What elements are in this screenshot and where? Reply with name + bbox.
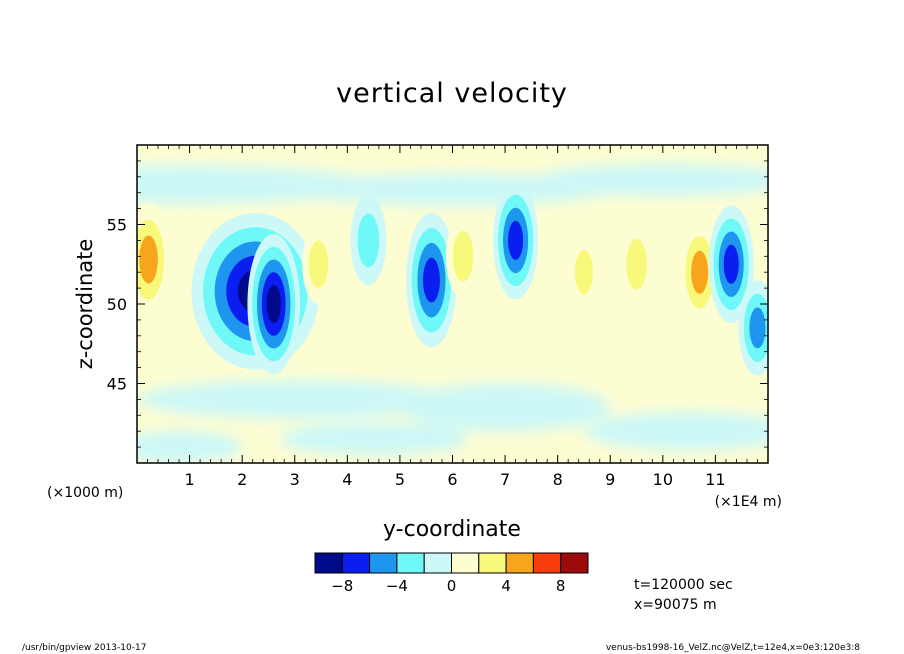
time-annotation: t=120000 sec	[634, 577, 733, 593]
field-band	[531, 164, 768, 196]
x-tick-label: 4	[342, 470, 352, 489]
colorbar-tick-label: 0	[447, 577, 457, 595]
y-tick-label: 55	[107, 216, 127, 235]
x-tick-label: 1	[184, 470, 194, 489]
x-tick-label: 8	[553, 470, 563, 489]
y-tick-label: 50	[107, 295, 127, 314]
field-feature	[738, 280, 768, 376]
field-band	[399, 383, 611, 432]
x-tick-label: 5	[395, 470, 405, 489]
colorbar-swatch	[423, 552, 453, 574]
colorbar: −8 −4 0 4 8	[314, 552, 589, 595]
colorbar-tick-label: −8	[331, 577, 353, 595]
colorbar-swatch	[478, 552, 507, 574]
x-unit-right: (×1E4 m)	[715, 494, 782, 510]
colorbar-swatch	[396, 552, 425, 574]
colorbar-swatch	[314, 552, 343, 574]
field-band	[278, 423, 469, 456]
field-band	[137, 431, 243, 463]
x-unit-left: (×1000 m)	[47, 485, 123, 501]
x-tick-label: 6	[447, 470, 457, 489]
field-band	[583, 412, 768, 451]
field-shading	[137, 164, 768, 463]
x-tick-label: 2	[237, 470, 247, 489]
field-feature	[619, 222, 654, 307]
position-annotation: x=90075 m	[634, 597, 717, 613]
field-feature	[679, 221, 720, 323]
x-tick-label: 7	[500, 470, 510, 489]
field-band	[137, 380, 453, 419]
x-axis-label: y-coordinate	[383, 517, 521, 542]
colorbar-tick-label: 4	[501, 577, 511, 595]
contour-field	[137, 164, 768, 463]
x-tick-label: 3	[290, 470, 300, 489]
field-feature	[568, 235, 600, 309]
field-feature	[302, 224, 335, 304]
y-tick-label: 45	[107, 375, 127, 394]
chart-title: vertical velocity	[336, 78, 568, 109]
x-tick-label: 10	[653, 470, 673, 489]
y-axis-label: z-coordinate	[73, 239, 97, 370]
footer-source: venus-bs1998-16_VelZ.nc@VelZ,t=12e4,x=0e…	[606, 643, 860, 653]
field-feature	[406, 212, 457, 348]
colorbar-tick-label: 8	[556, 577, 566, 595]
x-tick-label: 11	[705, 470, 725, 489]
field-feature	[350, 195, 387, 286]
footer-command: /usr/bin/gpview 2013-10-17	[22, 643, 146, 653]
colorbar-swatch	[369, 552, 398, 574]
x-tick-label: 9	[605, 470, 615, 489]
colorbar-swatch	[451, 552, 480, 574]
field-feature	[708, 205, 754, 324]
colorbar-swatch	[560, 552, 589, 574]
field-feature	[247, 234, 301, 374]
field-feature	[492, 181, 539, 300]
field-feature	[137, 203, 171, 316]
field-feature	[445, 214, 481, 299]
colorbar-swatch	[505, 552, 534, 574]
colorbar-tick-label: −4	[386, 577, 408, 595]
colorbar-swatch	[341, 552, 371, 574]
colorbar-swatch	[532, 552, 562, 574]
